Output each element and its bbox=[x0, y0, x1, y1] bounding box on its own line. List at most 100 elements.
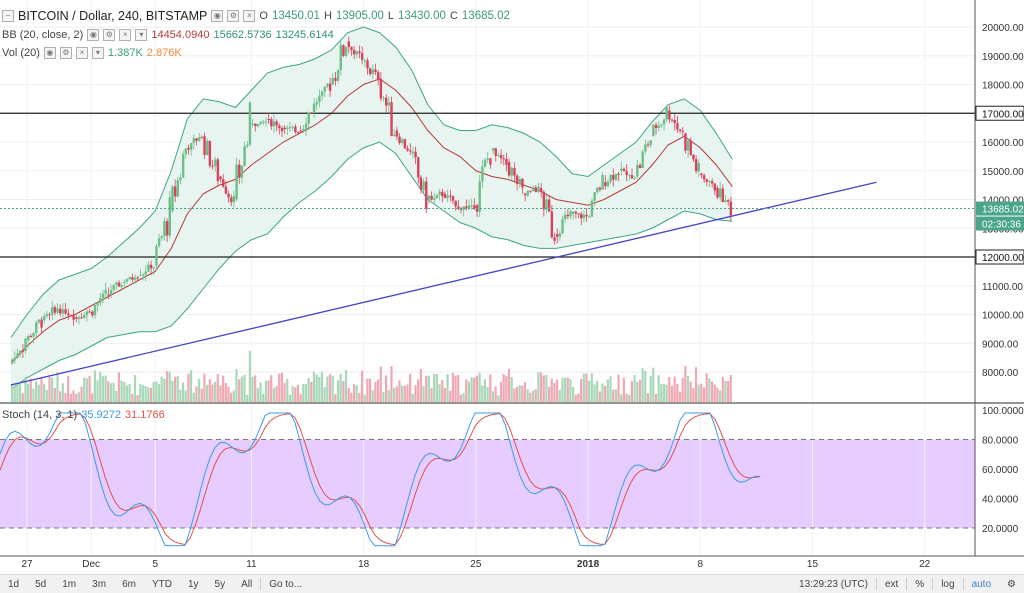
volume-bar bbox=[27, 383, 30, 402]
volume-bar bbox=[240, 376, 243, 402]
candle-body bbox=[473, 205, 476, 209]
candle-body bbox=[502, 158, 505, 160]
range-5y[interactable]: 5y bbox=[214, 578, 226, 590]
volume-bar bbox=[617, 374, 620, 402]
collapse-icon[interactable]: − bbox=[2, 10, 14, 22]
utc-clock[interactable]: 13:29:23 (UTC) bbox=[799, 578, 868, 590]
range-1m[interactable]: 1m bbox=[62, 578, 77, 590]
range-1d[interactable]: 1d bbox=[8, 578, 20, 590]
volume-bar bbox=[61, 383, 64, 402]
volume-bar bbox=[670, 386, 674, 402]
volume-bar bbox=[555, 379, 559, 402]
candle-body bbox=[29, 336, 33, 338]
close-icon[interactable]: × bbox=[243, 10, 256, 22]
toggle-auto[interactable]: auto bbox=[971, 578, 992, 590]
range-all[interactable]: All bbox=[241, 578, 253, 590]
volume-bar bbox=[665, 384, 668, 402]
more-icon[interactable]: ▾ bbox=[135, 29, 148, 41]
candle-body bbox=[379, 78, 383, 99]
volume-bar bbox=[18, 383, 22, 402]
volume-bar bbox=[676, 383, 679, 402]
candle-body bbox=[251, 123, 254, 125]
eye-icon[interactable]: ◉ bbox=[87, 29, 100, 41]
candle-body bbox=[61, 309, 65, 314]
volume-bar bbox=[473, 377, 476, 402]
volume-bar bbox=[483, 379, 487, 402]
stoch-tick-label: 80.0000 bbox=[982, 436, 1019, 447]
candle-body bbox=[371, 69, 375, 75]
volume-bar bbox=[83, 377, 86, 402]
candle-body bbox=[120, 285, 123, 287]
volume-bar bbox=[29, 378, 32, 402]
volume-bar bbox=[352, 383, 356, 402]
candle-body bbox=[702, 175, 706, 180]
close-icon[interactable]: × bbox=[75, 47, 88, 59]
volume-bar bbox=[160, 376, 163, 402]
stoch-label: Stoch (14, 3, 1) bbox=[2, 409, 78, 421]
candle-body bbox=[574, 211, 578, 214]
candle-body bbox=[173, 186, 177, 197]
candle-body bbox=[278, 125, 281, 129]
volume-bar bbox=[123, 382, 126, 402]
volume-bar bbox=[385, 375, 388, 402]
candle-body bbox=[267, 119, 270, 120]
range-1y[interactable]: 1y bbox=[187, 578, 199, 590]
volume-bar bbox=[299, 394, 302, 402]
candle-body bbox=[705, 179, 709, 182]
goto-button[interactable]: Go to... bbox=[269, 578, 303, 590]
candle-body bbox=[152, 267, 155, 269]
range-5d[interactable]: 5d bbox=[35, 578, 47, 590]
eye-icon[interactable]: ◉ bbox=[211, 10, 224, 22]
candle-body bbox=[307, 112, 310, 124]
volume-bar bbox=[657, 375, 660, 402]
volume-bar bbox=[729, 374, 732, 402]
candle-body bbox=[414, 151, 417, 158]
price-tick-label: 10000.00 bbox=[982, 311, 1024, 322]
volume-bar bbox=[692, 387, 695, 402]
volume-bar bbox=[542, 375, 545, 402]
range-ytd[interactable]: YTD bbox=[151, 578, 172, 590]
divider bbox=[932, 578, 934, 590]
candle-body bbox=[710, 181, 714, 184]
price-tick-label: 16000.00 bbox=[982, 138, 1024, 149]
volume-bar bbox=[641, 368, 644, 402]
gear-icon[interactable]: ⚙ bbox=[1007, 578, 1016, 590]
close-icon[interactable]: × bbox=[119, 29, 132, 41]
candle-body bbox=[547, 199, 551, 212]
toggle-ext[interactable]: ext bbox=[884, 578, 899, 590]
eye-icon[interactable]: ◉ bbox=[43, 47, 56, 59]
toggle-percent[interactable]: % bbox=[915, 578, 925, 590]
candle-body bbox=[518, 178, 521, 184]
volume-bar bbox=[251, 376, 254, 402]
volume-bar bbox=[523, 381, 527, 402]
candle-body bbox=[299, 130, 302, 132]
volume-bar bbox=[163, 378, 166, 402]
candle-body bbox=[676, 123, 679, 130]
settings-icon[interactable]: ⚙ bbox=[103, 29, 116, 41]
volume-bar bbox=[275, 386, 278, 402]
volume-bar bbox=[609, 376, 612, 402]
range-6m[interactable]: 6m bbox=[122, 578, 136, 590]
settings-icon[interactable]: ⚙ bbox=[59, 47, 72, 59]
price-tick-label: 19000.00 bbox=[982, 52, 1024, 63]
candle-body bbox=[211, 165, 214, 167]
candle-body bbox=[104, 289, 107, 294]
volume-bar bbox=[254, 375, 257, 402]
volume-bar bbox=[107, 381, 110, 402]
volume-bar bbox=[40, 377, 43, 402]
volume-bar bbox=[270, 375, 273, 402]
candle-body bbox=[67, 313, 70, 316]
volume-bar bbox=[390, 366, 393, 402]
range-3m[interactable]: 3m bbox=[92, 578, 107, 590]
candle-body bbox=[296, 132, 300, 134]
candles bbox=[10, 36, 733, 366]
toggle-log[interactable]: log bbox=[941, 578, 955, 590]
settings-icon[interactable]: ⚙ bbox=[227, 10, 240, 22]
more-icon[interactable]: ▾ bbox=[91, 47, 104, 59]
candle-body bbox=[272, 121, 276, 127]
candle-body bbox=[660, 124, 663, 126]
candle-body bbox=[360, 53, 364, 60]
time-tick-label: 22 bbox=[919, 559, 931, 570]
candle-body bbox=[633, 177, 636, 179]
